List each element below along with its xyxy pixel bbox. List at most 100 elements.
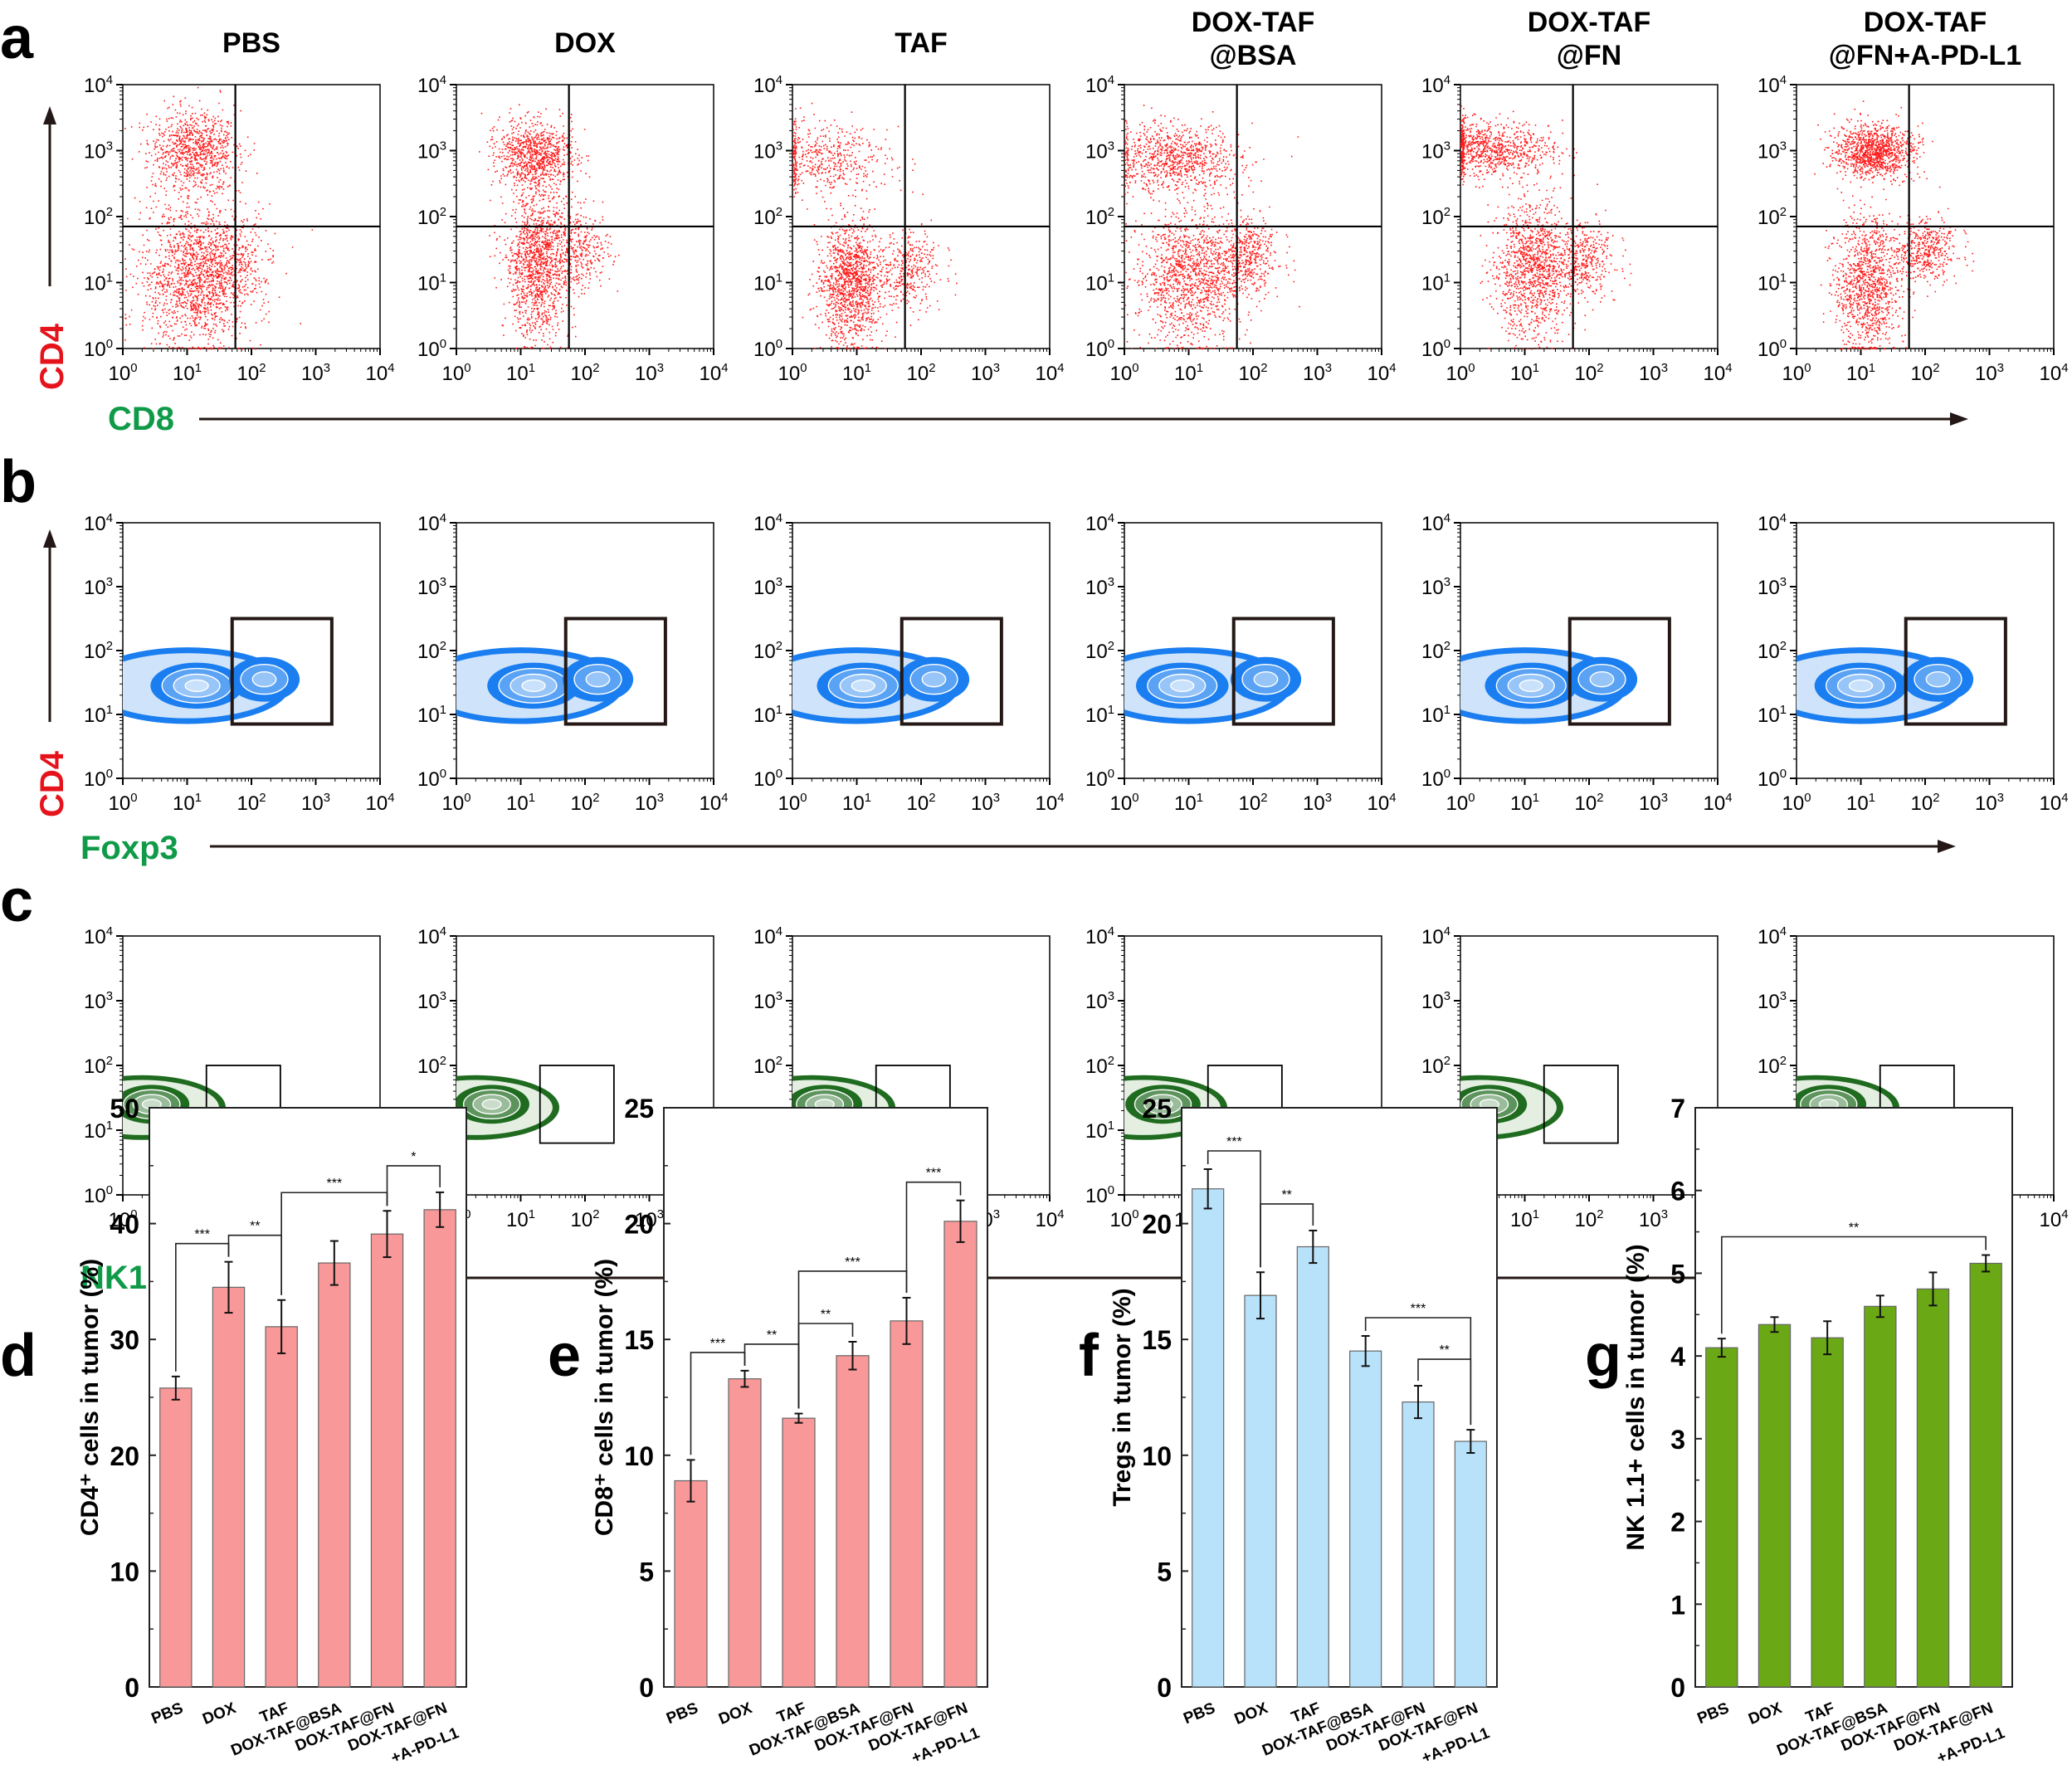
x-tick-label: 101: [842, 792, 871, 815]
bar-2: [265, 1326, 298, 1688]
y-tick-label: 103: [1758, 990, 1787, 1013]
x-tick-label-1: DOX: [1746, 1699, 1784, 1728]
column-title-3: @BSA: [1210, 40, 1297, 71]
x-tick-label: 101: [1510, 792, 1539, 815]
y-tick-label: 100: [1758, 768, 1787, 791]
significance-label: *: [411, 1150, 416, 1164]
x-tick-label: 100: [1782, 362, 1811, 385]
gate-box: [230, 617, 334, 726]
contour-density: [456, 647, 634, 724]
x-tick-label: 101: [173, 362, 202, 385]
y-tick-label: 100: [753, 338, 782, 361]
significance-bracket: [1417, 1358, 1472, 1426]
significance-bracket: [905, 1181, 962, 1293]
density-core: [1170, 679, 1195, 692]
bar-5: [943, 1221, 977, 1688]
bar-1: [728, 1378, 762, 1688]
plot-frame: [1796, 84, 2055, 349]
x-tick-label: 104: [700, 362, 729, 385]
gate-box: [1543, 1065, 1619, 1144]
y-tick-label: 25: [624, 1094, 654, 1124]
density-core: [1848, 679, 1874, 692]
density-core: [173, 673, 221, 698]
y-tick-label: 10: [110, 1557, 139, 1587]
column-title-2: TAF: [895, 27, 948, 59]
y-tick-label: 103: [417, 139, 446, 163]
x-tick-label: 104: [1368, 362, 1397, 385]
density-core: [827, 667, 899, 704]
y-tick-label: 2: [1670, 1508, 1685, 1538]
density-side: [228, 656, 300, 702]
y-tick-label: 102: [1758, 640, 1787, 663]
plot-frame: [456, 84, 714, 349]
panel-letter-g: g: [1585, 1323, 1621, 1389]
bar-0: [159, 1387, 193, 1688]
density-side: [573, 663, 622, 695]
density-core: [509, 673, 558, 698]
y-tick-label: 103: [1758, 576, 1787, 599]
x-tick-label: 100: [778, 792, 807, 815]
x-tick-label: 100: [1782, 792, 1811, 815]
y-tick-label: 103: [1758, 139, 1787, 163]
x-tick-label-0: PBS: [1695, 1699, 1732, 1728]
y-tick-label: 103: [1421, 576, 1450, 599]
x-tick-label: 104: [1036, 792, 1065, 815]
y-tick-label: 20: [110, 1441, 139, 1471]
x-tick-label: 102: [1575, 1208, 1604, 1231]
y-tick-label: 100: [84, 768, 113, 791]
density-core: [1485, 662, 1578, 709]
y-tick-label: 102: [753, 206, 782, 229]
x-tick-label: 102: [571, 362, 600, 385]
bar-1: [1244, 1294, 1277, 1688]
y-tick-label: 104: [1421, 74, 1450, 97]
density-core: [1507, 673, 1555, 698]
x-tick-label: 100: [442, 362, 471, 385]
y-axis-arrow-a-head: [43, 106, 56, 124]
x-tick-label: 100: [109, 362, 138, 385]
y-tick-label: 5: [1670, 1259, 1685, 1289]
y-tick-label: 101: [753, 271, 782, 295]
density-core: [1134, 1089, 1192, 1120]
significance-bracket: [1260, 1203, 1314, 1268]
bar-4: [1402, 1401, 1435, 1688]
y-tick-label: 0: [1670, 1673, 1685, 1703]
density-side: [1577, 663, 1626, 695]
y-tick-label: 101: [1421, 271, 1450, 295]
bar-chart-e: e 0 5 10 15 20 25 CD8⁺ cells in tumor (%) PBS DOX…: [548, 1094, 988, 1767]
y-tick-label: 102: [1758, 206, 1787, 229]
y-tick-label: 50: [110, 1094, 139, 1124]
x-tick-label: 100: [1446, 362, 1475, 385]
x-tick-label: 101: [1510, 362, 1539, 385]
significance-label: ***: [926, 1167, 942, 1181]
plot-frame: [1181, 1107, 1498, 1688]
bar-5: [423, 1209, 456, 1688]
x-tick-label: 100: [778, 362, 807, 385]
x-tick-label: 104: [2040, 362, 2069, 385]
y-tick-label: 5: [639, 1557, 654, 1587]
significance-label: ***: [1226, 1135, 1242, 1149]
column-title-5: DOX-TAF: [1864, 7, 1987, 38]
y-tick-label: 100: [1085, 338, 1114, 361]
x-tick-label-1: DOX: [200, 1699, 238, 1728]
density-side: [921, 670, 947, 688]
density-core: [1495, 667, 1567, 704]
panel-letter-d: d: [0, 1323, 37, 1389]
y-tick-label: 104: [1085, 512, 1114, 535]
y-tick-label: 30: [110, 1325, 139, 1355]
x-tick-label-1: DOX: [716, 1699, 754, 1728]
column-title-0: PBS: [222, 27, 280, 59]
y-tick-label: 102: [417, 206, 446, 229]
density-core: [851, 679, 875, 692]
y-tick-label: 0: [1157, 1673, 1172, 1703]
y-tick-label: 102: [1085, 1055, 1114, 1078]
y-tick-label: 103: [1085, 990, 1114, 1013]
x-tick-label: 103: [1639, 362, 1668, 385]
y-tick-label: 100: [417, 768, 446, 791]
y-tick-label: 102: [84, 1055, 113, 1078]
significance-label: **: [1439, 1343, 1449, 1358]
y-tick-label: 103: [753, 576, 782, 599]
